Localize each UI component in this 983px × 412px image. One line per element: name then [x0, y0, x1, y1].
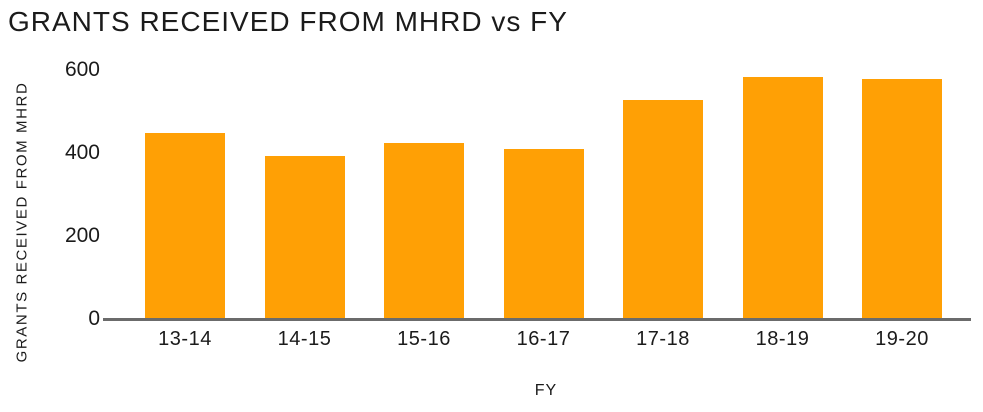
- x-axis-tick-label: 17-18: [636, 328, 690, 350]
- y-axis-tick-label: 600: [64, 58, 100, 81]
- y-axis-tick-label: 200: [64, 224, 100, 247]
- bar: [384, 142, 464, 319]
- bar: [623, 99, 703, 319]
- bar: [862, 79, 942, 319]
- x-axis-tick-label: 15-16: [397, 328, 451, 350]
- bar: [145, 133, 225, 319]
- x-axis-line: [103, 318, 971, 321]
- bar: [503, 149, 584, 319]
- chart-title: GRANTS RECEIVED FROM MHRD vs FY: [8, 6, 568, 37]
- y-axis-tick-label: 400: [64, 141, 100, 164]
- bar: [742, 76, 823, 319]
- x-axis-title: FY: [534, 382, 558, 399]
- x-axis-tick-label: 19-20: [875, 328, 929, 350]
- x-axis-tick-label: 16-17: [516, 328, 571, 350]
- x-axis-tick-label: 18-19: [755, 328, 810, 350]
- x-axis-tick-label: 14-15: [277, 328, 332, 350]
- x-axis-tick-label: 13-14: [158, 328, 212, 350]
- y-axis-tick-label: 0: [88, 307, 100, 330]
- bar: [264, 156, 345, 319]
